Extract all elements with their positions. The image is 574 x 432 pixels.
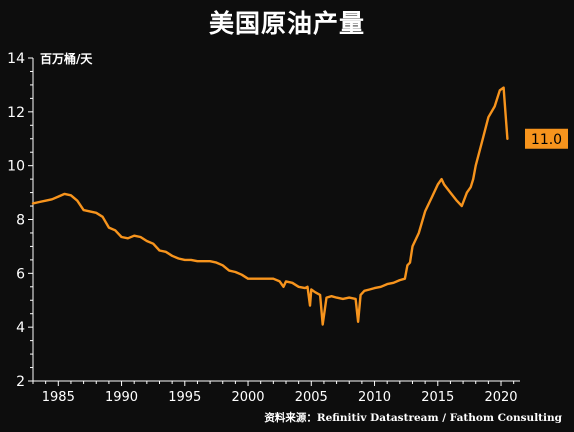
y-tick-label: 6 — [16, 266, 25, 282]
axes: 2 4 6 8 10 12 14 1985 1990 1995 2000 2005 2010 2015 20… — [7, 51, 520, 405]
x-tick-label: 2020 — [484, 390, 517, 405]
y-tick-label: 2 — [16, 374, 25, 390]
series-layer — [31, 86, 509, 326]
source-note: 资料来源：Refinitiv Datastream / Fathom Consu… — [264, 412, 562, 424]
last-value-label: 11.0 — [531, 132, 562, 148]
last-value-box — [525, 128, 568, 149]
x-tick-label: 2000 — [231, 390, 264, 405]
y-tick-label: 4 — [16, 320, 25, 336]
x-tick-label: 1985 — [42, 390, 75, 405]
x-tick-label: 2010 — [358, 390, 391, 405]
label-layer: 11.0 — [525, 128, 568, 149]
y-tick-label: 8 — [16, 213, 25, 229]
y-axis-label: 百万桶/天 — [40, 51, 93, 66]
series-line — [31, 86, 509, 326]
x-tick-label: 1990 — [105, 390, 138, 405]
x-tick-label: 1995 — [168, 390, 201, 405]
x-tick-label: 2015 — [421, 390, 454, 405]
chart-title: 美国原油产量 — [208, 9, 365, 38]
y-tick-label: 12 — [7, 105, 25, 121]
x-tick-label: 2005 — [295, 390, 328, 405]
y-tick-label: 10 — [7, 159, 25, 175]
y-tick-label: 14 — [7, 51, 25, 67]
